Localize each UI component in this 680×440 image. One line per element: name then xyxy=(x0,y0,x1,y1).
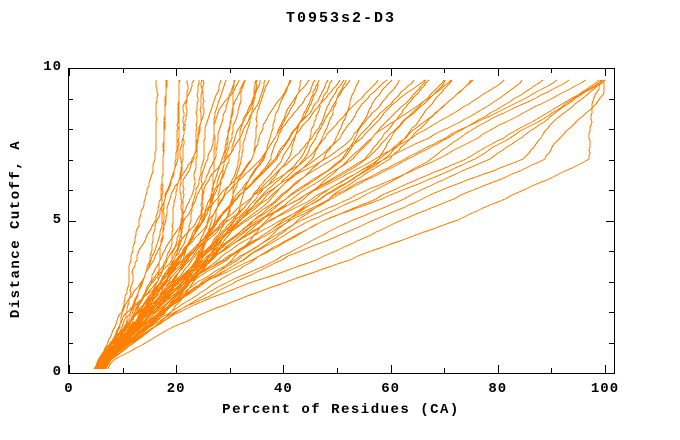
y-tick-label: 10 xyxy=(43,59,62,75)
model-curve xyxy=(99,79,445,370)
model-curve xyxy=(95,79,393,370)
model-curve xyxy=(96,79,505,370)
model-curve xyxy=(97,79,558,370)
model-curve xyxy=(95,79,329,370)
model-curve xyxy=(95,79,240,370)
model-curve xyxy=(96,80,167,370)
model-curve xyxy=(102,80,605,370)
y-tick-label: 0 xyxy=(52,364,62,380)
model-curve xyxy=(99,79,222,370)
chart-title: T0953s2-D3 xyxy=(285,10,396,27)
model-curve xyxy=(97,80,189,370)
model-curve xyxy=(98,79,604,370)
x-tick-label: 40 xyxy=(273,381,293,397)
model-curve xyxy=(104,79,570,370)
model-curve xyxy=(96,80,168,370)
model-curve xyxy=(99,79,523,370)
model-curve xyxy=(107,79,603,370)
model-curve xyxy=(102,80,261,370)
model-curve xyxy=(101,79,602,370)
model-curve xyxy=(100,79,472,370)
model-curve xyxy=(101,79,430,370)
model-curve xyxy=(102,79,453,370)
model-curve xyxy=(104,79,474,370)
x-tick-label: 80 xyxy=(488,381,508,397)
x-axis-label: Percent of Residues (CA) xyxy=(222,402,460,418)
model-curve xyxy=(96,79,426,370)
y-axis-label: Distance Cutoff, A xyxy=(8,139,24,319)
model-curve xyxy=(100,79,587,370)
x-tick-label: 100 xyxy=(590,381,620,397)
plot-border xyxy=(68,68,615,374)
model-curve xyxy=(93,80,159,370)
x-tick-label: 60 xyxy=(381,381,400,397)
x-tick-label: 20 xyxy=(166,381,186,397)
y-tick-label: 5 xyxy=(52,211,62,228)
model-curve xyxy=(95,79,181,370)
x-tick-label: 0 xyxy=(64,381,74,397)
